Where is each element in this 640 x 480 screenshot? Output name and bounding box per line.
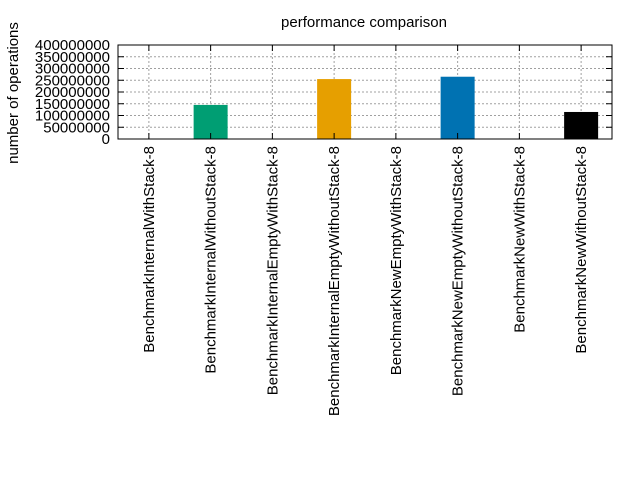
- y-tick-label: 250000000: [35, 72, 110, 89]
- x-tick-label: BenchmarkNewEmptyWithStack-8: [388, 146, 405, 375]
- y-tick-label: 100000000: [35, 108, 110, 125]
- x-tick-label: BenchmarkInternalWithStack-8: [141, 146, 158, 353]
- y-axis-ticks: 0500000001000000001500000002000000002500…: [35, 37, 612, 148]
- y-tick-label: 350000000: [35, 49, 110, 66]
- x-tick-label: BenchmarkInternalEmptyWithoutStack-8: [326, 146, 343, 416]
- x-tick-label: BenchmarkNewWithStack-8: [511, 146, 528, 333]
- y-tick-label: 150000000: [35, 96, 110, 113]
- x-tick-label: BenchmarkNewWithoutStack-8: [573, 146, 590, 354]
- bar: [440, 76, 475, 139]
- x-tick-label: BenchmarkInternalWithoutStack-8: [203, 146, 220, 374]
- y-tick-label: 0: [102, 131, 110, 148]
- plot-frame: [117, 44, 613, 140]
- y-tick-label: 300000000: [35, 61, 110, 78]
- bar: [317, 79, 352, 139]
- grid-lines: [118, 45, 612, 139]
- x-tick-label: BenchmarkNewEmptyWithoutStack-8: [450, 146, 467, 396]
- y-axis-label: number of operations: [5, 22, 22, 164]
- y-tick-label: 200000000: [35, 84, 110, 101]
- bars: [193, 76, 599, 139]
- x-tick-label: BenchmarkInternalEmptyWithStack-8: [264, 146, 281, 395]
- y-tick-label: 400000000: [35, 37, 110, 54]
- chart-title: performance comparison: [281, 14, 447, 31]
- x-axis-ticks: BenchmarkInternalWithStack-8 BenchmarkInt…: [141, 45, 590, 416]
- y-tick-label: 50000000: [43, 119, 110, 136]
